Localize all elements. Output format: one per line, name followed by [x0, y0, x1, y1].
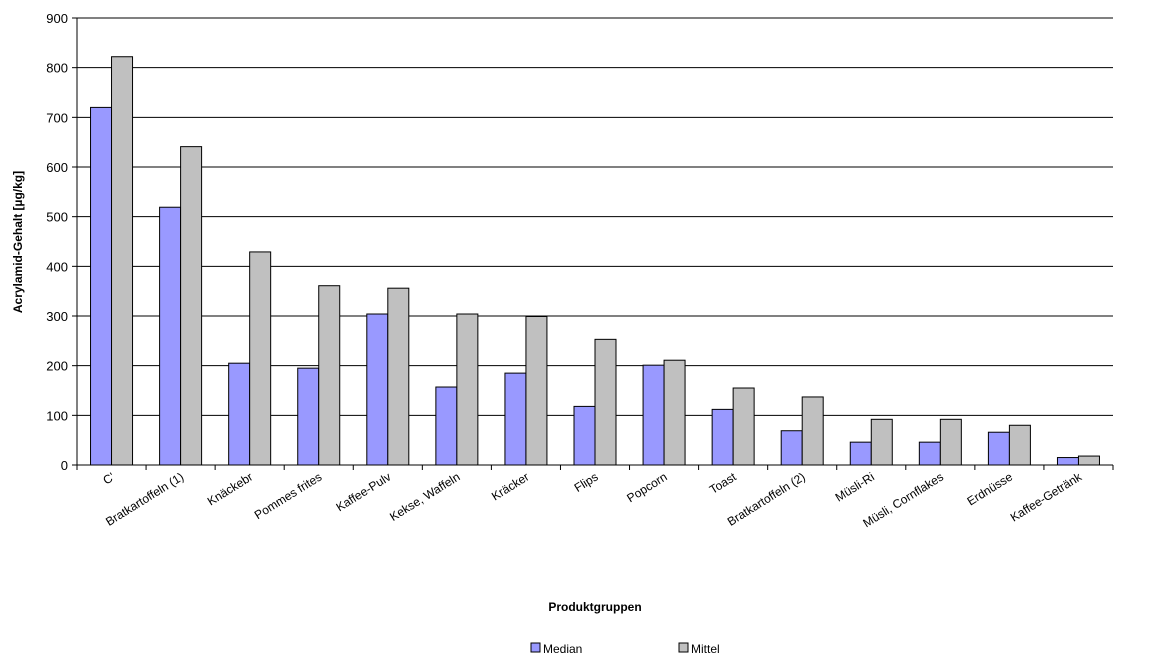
- x-tick-label: C': [100, 470, 117, 488]
- y-tick-label: 100: [46, 408, 68, 423]
- x-tick-label: Flips: [572, 470, 601, 495]
- x-tick-label: Toast: [707, 469, 739, 496]
- bar-median: [711, 408, 734, 466]
- y-tick-label: 300: [46, 309, 68, 324]
- bar-mittel: [111, 56, 134, 466]
- y-tick-label: 600: [46, 160, 68, 175]
- y-tick-labels: 0 100 200 300 400 500 600 700 800 900: [46, 11, 68, 473]
- bar-mittel: [387, 287, 410, 466]
- y-tick-label: 800: [46, 61, 68, 76]
- y-tick-label: 200: [46, 359, 68, 374]
- x-tick-label: Kräcker: [489, 470, 531, 504]
- bar-mittel: [594, 338, 617, 466]
- legend: Median Mittel: [530, 642, 720, 656]
- x-tick-label: Knäckebr: [205, 470, 255, 509]
- y-tick-label: 700: [46, 110, 68, 125]
- bar-mittel: [870, 418, 893, 466]
- y-tick-label: 0: [61, 458, 68, 473]
- bar-median: [228, 362, 251, 466]
- x-tick-label: Kekse, Waffeln: [387, 470, 462, 524]
- y-tick-label: 500: [46, 210, 68, 225]
- bar-mittel: [939, 418, 962, 466]
- y-tick-label: 400: [46, 259, 68, 274]
- bar-mittel: [249, 251, 272, 466]
- y-tick-label: 900: [46, 11, 68, 26]
- x-tick-label: Kaffee-Pulv: [334, 470, 394, 515]
- bar-median: [780, 430, 803, 466]
- bar-mittel: [801, 396, 824, 466]
- gridlines: [72, 17, 1113, 466]
- bar-median: [159, 206, 182, 466]
- bar-mittel: [180, 146, 203, 466]
- bar-median: [366, 313, 389, 466]
- bar-median: [504, 372, 527, 466]
- legend-swatch-mittel: [678, 642, 689, 653]
- bar-median: [297, 367, 320, 466]
- x-tick-label: Erdnüsse: [965, 470, 1016, 509]
- bar-median: [987, 431, 1010, 466]
- legend-label-median: Median: [543, 642, 582, 656]
- y-axis-label: Acrylamid-Gehalt [µg/kg]: [11, 171, 25, 313]
- x-tick-label: Popcorn: [624, 470, 669, 506]
- x-tick-label: Pommes frites: [252, 470, 324, 523]
- bar-median: [573, 405, 596, 466]
- legend-swatch-median: [530, 642, 541, 653]
- x-axis-label: Produktgruppen: [548, 600, 641, 614]
- bar-mittel: [318, 285, 341, 466]
- legend-label-mittel: Mittel: [691, 642, 720, 656]
- bar-mittel: [1077, 455, 1100, 466]
- x-tick-label: Müsli-Ri: [833, 470, 877, 505]
- bar-mittel: [1008, 424, 1031, 466]
- bars: [90, 56, 1100, 466]
- bar-mittel: [732, 387, 755, 466]
- x-tick-label: Kaffee-Getränk: [1008, 469, 1085, 524]
- x-tick-label: Bratkartoffeln (1): [103, 470, 186, 529]
- bar-median: [1056, 457, 1079, 466]
- axes: [76, 18, 1114, 470]
- bar-mittel: [525, 315, 548, 466]
- bar-mittel: [456, 313, 479, 466]
- x-tick-label: Bratkartoffeln (2): [725, 470, 808, 529]
- bar-median: [435, 386, 458, 466]
- bar-median: [918, 441, 941, 466]
- bar-mittel: [663, 359, 686, 466]
- bar-median: [849, 441, 872, 466]
- bar-median: [90, 106, 113, 466]
- bar-median: [642, 364, 665, 466]
